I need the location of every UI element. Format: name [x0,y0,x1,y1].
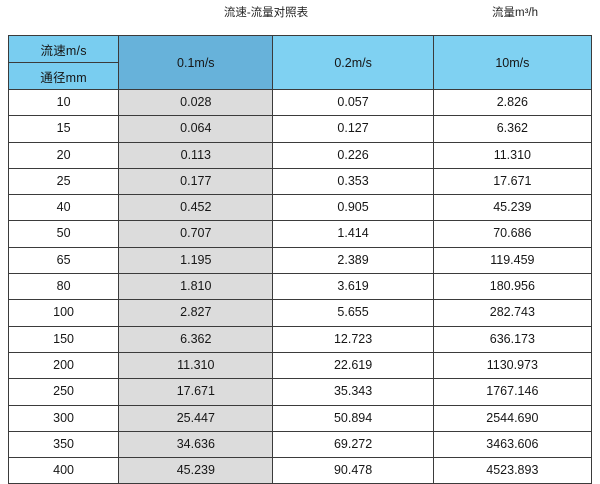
cell-diameter: 25 [7,167,120,196]
cell-flow-0p2: 1.414 [272,220,434,248]
cell-flow-0p2: 2.389 [272,246,434,275]
cell-flow-0p1: 0.113 [118,141,274,169]
cell-flow-0p2: 0.127 [272,115,434,143]
cell-flow-10: 17.671 [432,167,593,196]
table-row: 10 0.028 0.057 2.826 [7,88,593,117]
cell-flow-0p1: 6.362 [118,325,274,353]
cell-flow-10: 636.173 [432,325,593,353]
table-row: 25 0.177 0.353 17.671 [7,167,593,196]
cell-flow-0p2: 0.057 [272,88,434,117]
cell-flow-0p2: 0.226 [272,141,434,169]
table-row: 80 1.810 3.619 180.956 [7,273,593,301]
cell-diameter: 200 [7,351,120,380]
cell-flow-10: 4523.893 [432,457,593,484]
cell-diameter: 150 [7,325,120,353]
cell-diameter: 10 [7,88,120,117]
table-row: 50 0.707 1.414 70.686 [7,220,593,248]
cell-flow-0p1: 0.707 [118,220,274,248]
cell-flow-0p1: 1.195 [118,246,274,275]
cell-flow-10: 6.362 [432,115,593,143]
table-row: 65 1.195 2.389 119.459 [7,246,593,275]
cell-diameter: 400 [7,457,120,484]
cell-flow-0p1: 0.177 [118,167,274,196]
table-row: 20 0.113 0.226 11.310 [7,141,593,169]
cell-flow-10: 1130.973 [432,351,593,380]
cell-flow-0p1: 2.827 [118,299,274,327]
table-header-row-top: 流速m/s 0.1m/s 0.2m/s 10m/s [7,35,593,90]
cell-flow-0p2: 3.619 [272,273,434,301]
cell-flow-0p1: 0.028 [118,88,274,117]
cell-flow-0p2: 22.619 [272,351,434,380]
cell-flow-0p1: 0.452 [118,194,274,222]
cell-flow-0p1: 45.239 [118,457,274,484]
table-row: 100 2.827 5.655 282.743 [7,299,593,327]
cell-diameter: 250 [7,378,120,406]
cell-flow-0p1: 0.064 [118,115,274,143]
cell-diameter: 65 [7,246,120,275]
cell-flow-0p2: 50.894 [272,404,434,432]
cell-flow-0p2: 69.272 [272,430,434,459]
cell-flow-0p1: 1.810 [118,273,274,301]
cell-flow-10: 3463.606 [432,430,593,459]
cell-flow-0p1: 11.310 [118,351,274,380]
cell-diameter: 20 [7,141,120,169]
table-row: 200 11.310 22.619 1130.973 [7,351,593,380]
cell-diameter: 300 [7,404,120,432]
cell-flow-0p2: 5.655 [272,299,434,327]
cell-flow-0p1: 25.447 [118,404,274,432]
cell-diameter: 100 [7,299,120,327]
column-header-velocity-2: 10m/s [432,35,593,90]
cell-flow-0p1: 34.636 [118,430,274,459]
cell-flow-10: 45.239 [432,194,593,222]
flow-velocity-table: 流速m/s 0.1m/s 0.2m/s 10m/s 通径mm 10 0.028 … [7,35,593,484]
cell-flow-10: 1767.146 [432,378,593,406]
table-row: 15 0.064 0.127 6.362 [7,115,593,143]
cell-flow-10: 282.743 [432,299,593,327]
table-row: 400 45.239 90.478 4523.893 [7,457,593,484]
cell-diameter: 40 [7,194,120,222]
table-row: 350 34.636 69.272 3463.606 [7,430,593,459]
cell-flow-0p2: 0.353 [272,167,434,196]
cell-flow-0p2: 12.723 [272,325,434,353]
stub-header-diameter: 通径mm [7,62,120,90]
page-title: 流速-流量对照表 [223,7,309,19]
cell-flow-10: 2.826 [432,88,593,117]
cell-flow-0p2: 90.478 [272,457,434,484]
table-header-row-bottom: 通径mm [7,62,592,90]
caption-strip: 流速-流量对照表 流量m³/h [0,0,600,34]
table-row: 250 17.671 35.343 1767.146 [7,378,593,406]
cell-diameter: 15 [7,115,120,143]
table-header: 流速m/s 0.1m/s 0.2m/s 10m/s 通径mm [7,35,593,90]
cell-flow-0p1: 17.671 [118,378,274,406]
table-row: 300 25.447 50.894 2544.690 [7,404,593,432]
cell-flow-0p2: 35.343 [272,378,434,406]
stub-header-velocity: 流速m/s [7,35,120,63]
cell-flow-10: 70.686 [432,220,593,248]
cell-diameter: 80 [7,273,120,301]
cell-flow-10: 180.956 [432,273,593,301]
flow-unit-label: 流量m³/h [492,7,538,19]
table-row: 150 6.362 12.723 636.173 [7,325,593,353]
column-header-velocity-0: 0.1m/s [118,35,274,90]
cell-flow-0p2: 0.905 [272,194,434,222]
flow-velocity-table-container: 流速m/s 0.1m/s 0.2m/s 10m/s 通径mm 10 0.028 … [7,35,593,484]
cell-diameter: 50 [7,220,120,248]
cell-flow-10: 119.459 [432,246,593,275]
table-body: 10 0.028 0.057 2.826 15 0.064 0.127 6.36… [7,88,593,484]
cell-flow-10: 2544.690 [432,404,593,432]
table-row: 40 0.452 0.905 45.239 [7,194,593,222]
cell-diameter: 350 [7,430,120,459]
column-header-velocity-1: 0.2m/s [272,35,434,90]
cell-flow-10: 11.310 [432,141,593,169]
